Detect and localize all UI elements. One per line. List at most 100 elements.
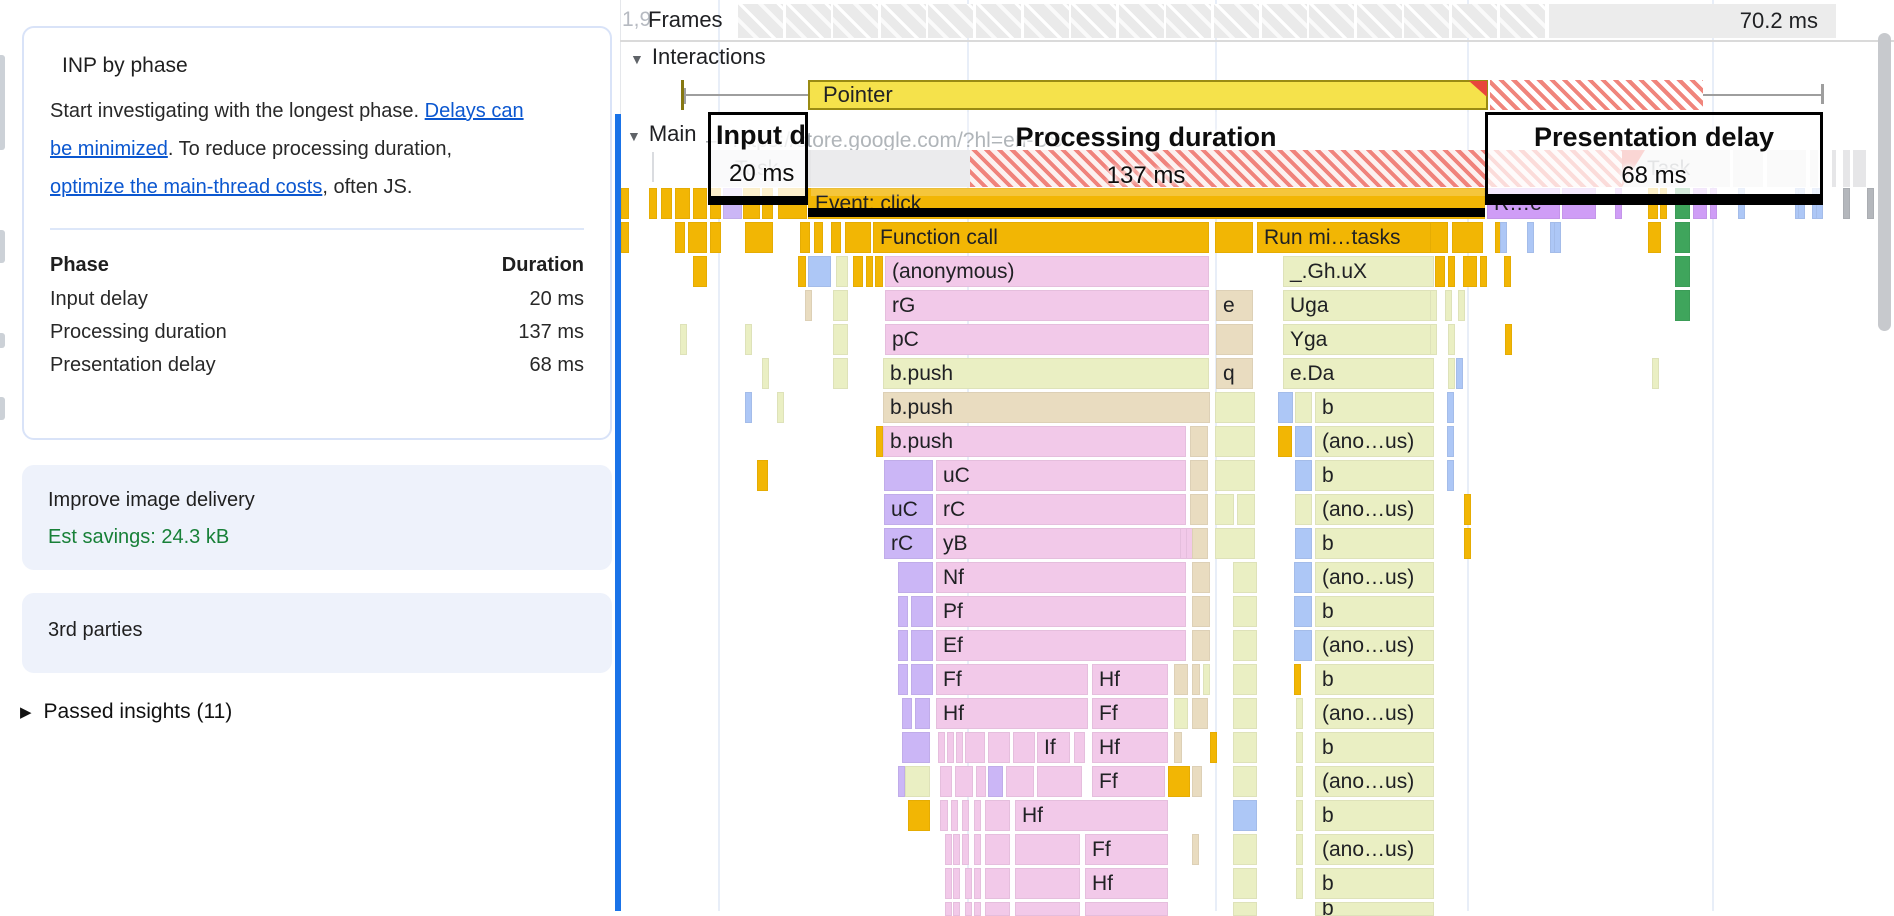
flame-bar-uc[interactable]: uC	[936, 460, 1186, 491]
flame-bar-uc[interactable]: uC	[884, 494, 933, 525]
dropped-frame-block[interactable]	[1262, 4, 1307, 38]
flame-bar[interactable]	[1296, 834, 1303, 865]
flame-bar[interactable]	[965, 732, 985, 763]
dropped-frame-block[interactable]	[1024, 4, 1069, 38]
flame-bar[interactable]	[1448, 256, 1455, 287]
flame-bar[interactable]	[833, 358, 848, 389]
flame-bar[interactable]	[1504, 256, 1511, 287]
flame-bar[interactable]	[1192, 562, 1210, 593]
passed-insights-toggle[interactable]: ▶ Passed insights (11)	[20, 700, 232, 724]
flame-bar[interactable]	[884, 460, 933, 491]
flame-bar[interactable]	[953, 902, 960, 916]
flame-bar[interactable]	[833, 324, 848, 355]
flame-bar[interactable]	[875, 256, 883, 287]
flame-bar[interactable]	[965, 868, 972, 899]
flame-bar[interactable]	[1463, 256, 1477, 287]
flame-bar[interactable]	[915, 698, 930, 729]
dropped-frame-block[interactable]	[1071, 4, 1116, 38]
flame-bar[interactable]	[1015, 868, 1080, 899]
flame-bar[interactable]	[1527, 222, 1534, 253]
flame-bar[interactable]	[680, 324, 687, 355]
flame-bar[interactable]	[1210, 732, 1217, 763]
flame-bar[interactable]	[1192, 698, 1208, 729]
flame-bar[interactable]	[831, 222, 841, 253]
flame-bar[interactable]	[1430, 222, 1448, 253]
dropped-frame-block[interactable]	[1452, 4, 1497, 38]
flame-bar[interactable]	[1295, 426, 1312, 457]
flame-bar[interactable]	[1430, 290, 1437, 321]
flame-bar-q[interactable]: q	[1216, 358, 1253, 389]
flame-bar-b[interactable]: b	[1315, 800, 1434, 831]
flame-bar-b[interactable]: b	[1315, 528, 1434, 559]
flame-bar[interactable]	[1505, 324, 1512, 355]
flame-bar[interactable]	[1233, 868, 1257, 899]
flame-bar[interactable]	[1295, 494, 1312, 525]
flame-bar[interactable]	[1500, 222, 1507, 253]
flame-bar[interactable]	[710, 222, 721, 253]
flame-bar[interactable]	[1192, 664, 1200, 695]
flame-bar--ano-us-[interactable]: (ano…us)	[1315, 494, 1434, 525]
flame-bar-function-call[interactable]: Function call	[873, 222, 1209, 253]
dropped-frame-block[interactable]	[1119, 4, 1164, 38]
flame-bar-e-da[interactable]: e.Da	[1283, 358, 1434, 389]
flame-bar[interactable]	[1452, 222, 1483, 253]
flame-bar[interactable]	[649, 188, 657, 219]
flame-bar[interactable]	[1296, 800, 1303, 831]
flame-bar[interactable]	[1190, 426, 1208, 457]
flame-bar-b[interactable]: b	[1315, 664, 1434, 695]
flame-bar[interactable]	[1233, 630, 1257, 661]
flame-bar[interactable]	[1233, 596, 1257, 627]
flame-bar[interactable]	[853, 256, 863, 287]
dropped-frame-block[interactable]	[1404, 4, 1449, 38]
flame-bar--ano-us-[interactable]: (ano…us)	[1315, 766, 1434, 797]
flame-bar-ff[interactable]: Ff	[1085, 834, 1168, 865]
flame-bar[interactable]	[1168, 766, 1190, 797]
flame-bar[interactable]	[938, 732, 945, 763]
flame-bar[interactable]	[762, 358, 769, 389]
flame-bar[interactable]	[866, 256, 873, 287]
flame-bar[interactable]	[1174, 664, 1188, 695]
flame-bar[interactable]	[974, 868, 981, 899]
flame-bar[interactable]	[1296, 698, 1303, 729]
flame-bar[interactable]	[808, 256, 831, 287]
flame-bar[interactable]	[1278, 392, 1293, 423]
flame-bar[interactable]	[1233, 698, 1257, 729]
flame-bar[interactable]	[1648, 222, 1661, 253]
task-bar[interactable]	[1853, 150, 1866, 187]
flame-bar[interactable]	[1294, 664, 1301, 695]
flame-bar-ef[interactable]: Ef	[936, 630, 1186, 661]
flame-bar[interactable]	[1215, 426, 1255, 457]
flame-bar[interactable]	[1013, 732, 1035, 763]
flame-bar[interactable]	[1447, 460, 1454, 491]
flame-bar[interactable]	[1006, 766, 1034, 797]
main-track-header[interactable]: ▼ Main	[627, 121, 697, 147]
flame-bar[interactable]	[805, 290, 812, 321]
flame-bar[interactable]	[1190, 460, 1208, 491]
flame-bar[interactable]	[1186, 528, 1193, 559]
flame-bar[interactable]	[1294, 630, 1312, 661]
flame-bar[interactable]	[945, 902, 952, 916]
flame-bar[interactable]	[675, 188, 690, 219]
flame-bar[interactable]	[833, 290, 848, 321]
flame-bar[interactable]	[911, 596, 933, 627]
flame-bar--ano-us-[interactable]: (ano…us)	[1315, 562, 1434, 593]
flame-bar-yb[interactable]: yB	[936, 528, 1186, 559]
flame-bar[interactable]	[1296, 766, 1303, 797]
flame-bar[interactable]	[745, 222, 773, 253]
frames-track-label[interactable]: Frames	[648, 7, 723, 32]
optimize-main-thread-link[interactable]: optimize the main-thread costs	[50, 176, 323, 198]
flame-bar[interactable]	[1447, 426, 1454, 457]
flame-bar[interactable]	[1233, 902, 1257, 916]
flame-bar--ano-us-[interactable]: (ano…us)	[1315, 698, 1434, 729]
flame-bar[interactable]	[1216, 324, 1253, 355]
flame-bar[interactable]	[1295, 392, 1312, 423]
flame-bar[interactable]	[621, 188, 629, 219]
flame-bar[interactable]	[965, 902, 972, 916]
flame-bar[interactable]	[1675, 256, 1690, 287]
flame-bar-b-push[interactable]: b.push	[883, 426, 1186, 457]
flame-bar[interactable]	[693, 256, 707, 287]
flame-bar[interactable]	[974, 834, 981, 865]
dropped-frame-block[interactable]	[833, 4, 878, 38]
flame-bar[interactable]	[962, 834, 969, 865]
flame-bar[interactable]	[1180, 528, 1187, 559]
